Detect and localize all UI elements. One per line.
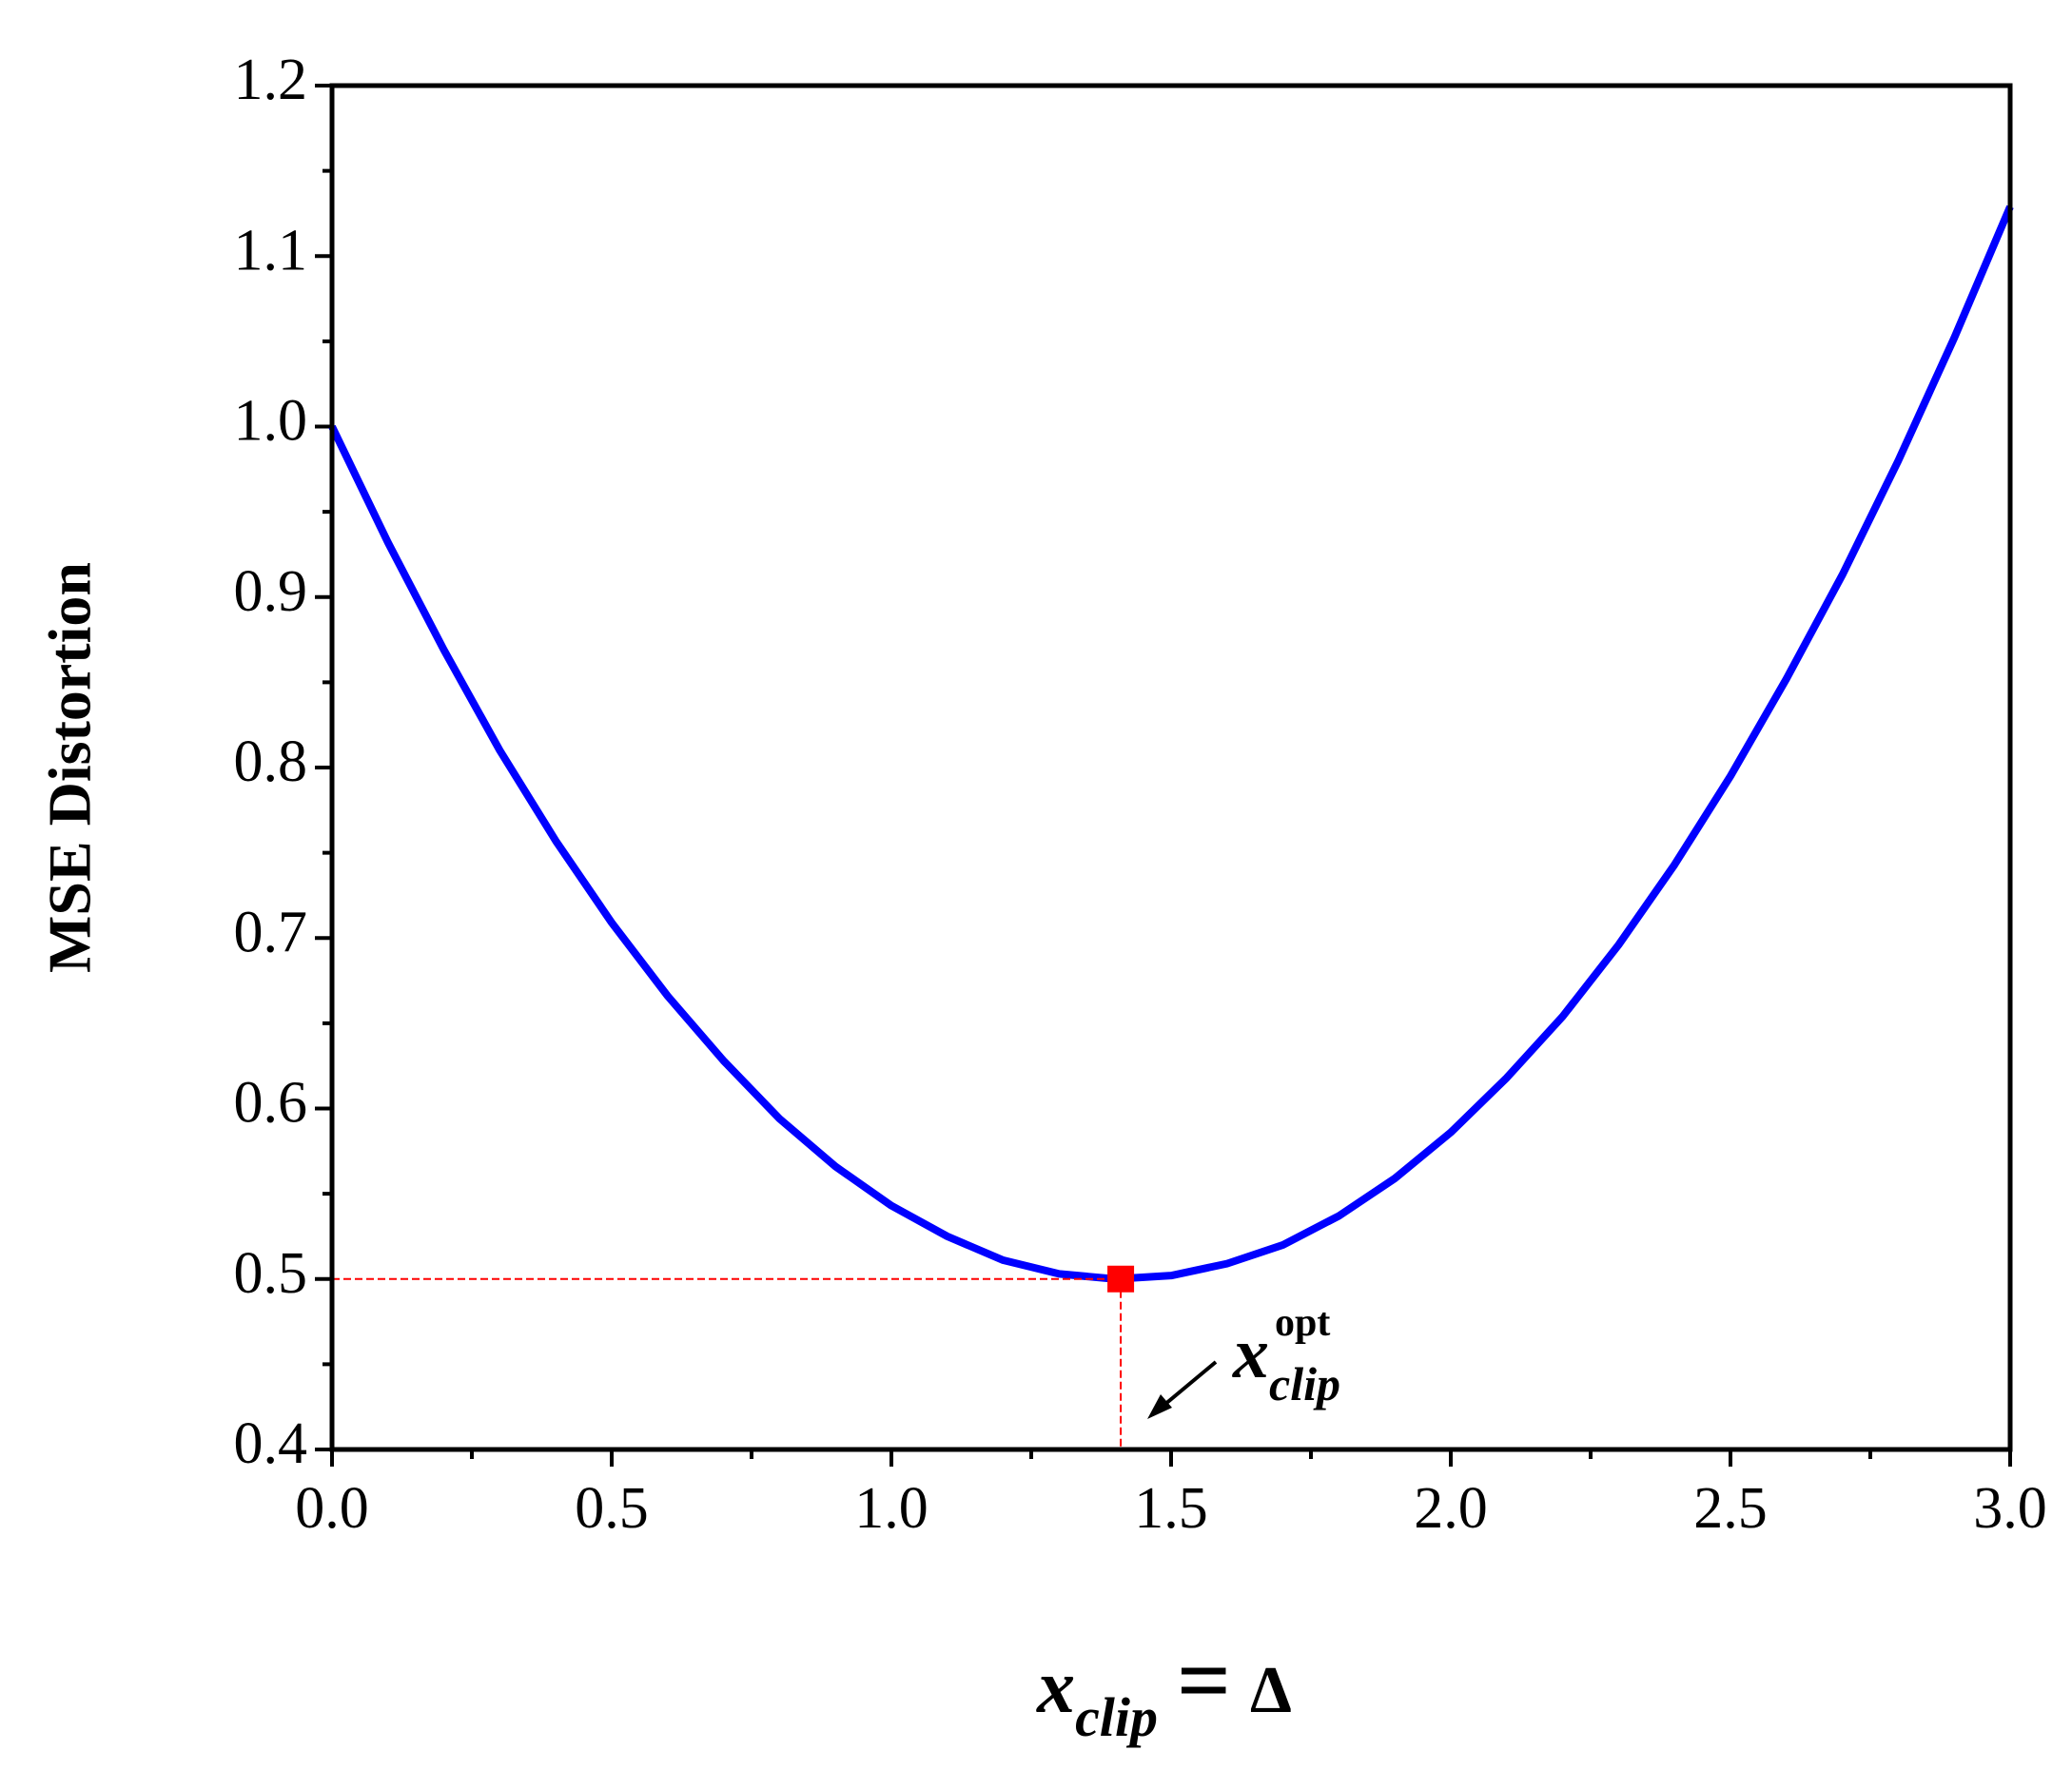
annotation-sup: opt — [1275, 1301, 1330, 1345]
y-tick-label: 0.4 — [234, 1411, 308, 1476]
x-label-rhs: Δ — [1250, 1654, 1292, 1727]
x-tick-label: 3.0 — [1973, 1476, 2047, 1541]
x-tick-label: 1.0 — [854, 1476, 928, 1541]
y-tick-label: 0.5 — [234, 1241, 308, 1306]
annotation-arrow — [1157, 1360, 1218, 1411]
x-axis-label: xclip = Δ — [1036, 1627, 1292, 1748]
y-tick-label: 1.2 — [234, 48, 308, 112]
x-label-main: x — [1036, 1645, 1075, 1729]
x-tick-label: 1.5 — [1134, 1476, 1208, 1541]
annotation-arrowhead — [1147, 1394, 1172, 1419]
plot-frame — [329, 83, 2013, 1452]
annotation-sub: clip — [1269, 1357, 1340, 1410]
y-tick-label: 0.7 — [234, 900, 308, 964]
y-axis-label: MSE Distortion — [36, 562, 104, 973]
y-tick-label: 1.1 — [234, 218, 308, 282]
x-label-sub: clip — [1075, 1686, 1158, 1748]
x-label-eq: = — [1177, 1627, 1231, 1733]
x-tick-label: 2.0 — [1414, 1476, 1488, 1541]
min-marker — [1107, 1265, 1135, 1293]
x-tick-label: 2.5 — [1693, 1476, 1768, 1541]
y-tick-label: 0.6 — [234, 1071, 308, 1136]
curve — [328, 204, 2014, 1283]
annotation-main: x — [1232, 1313, 1269, 1393]
y-tick-label: 1.0 — [234, 389, 308, 454]
x-tick-label: 0.0 — [295, 1476, 369, 1541]
x-tick-label: 0.5 — [575, 1476, 649, 1541]
annotation: xclip — [1232, 1313, 1340, 1410]
y-tick-label: 0.8 — [234, 729, 308, 794]
y-tick-label: 0.9 — [234, 559, 308, 624]
